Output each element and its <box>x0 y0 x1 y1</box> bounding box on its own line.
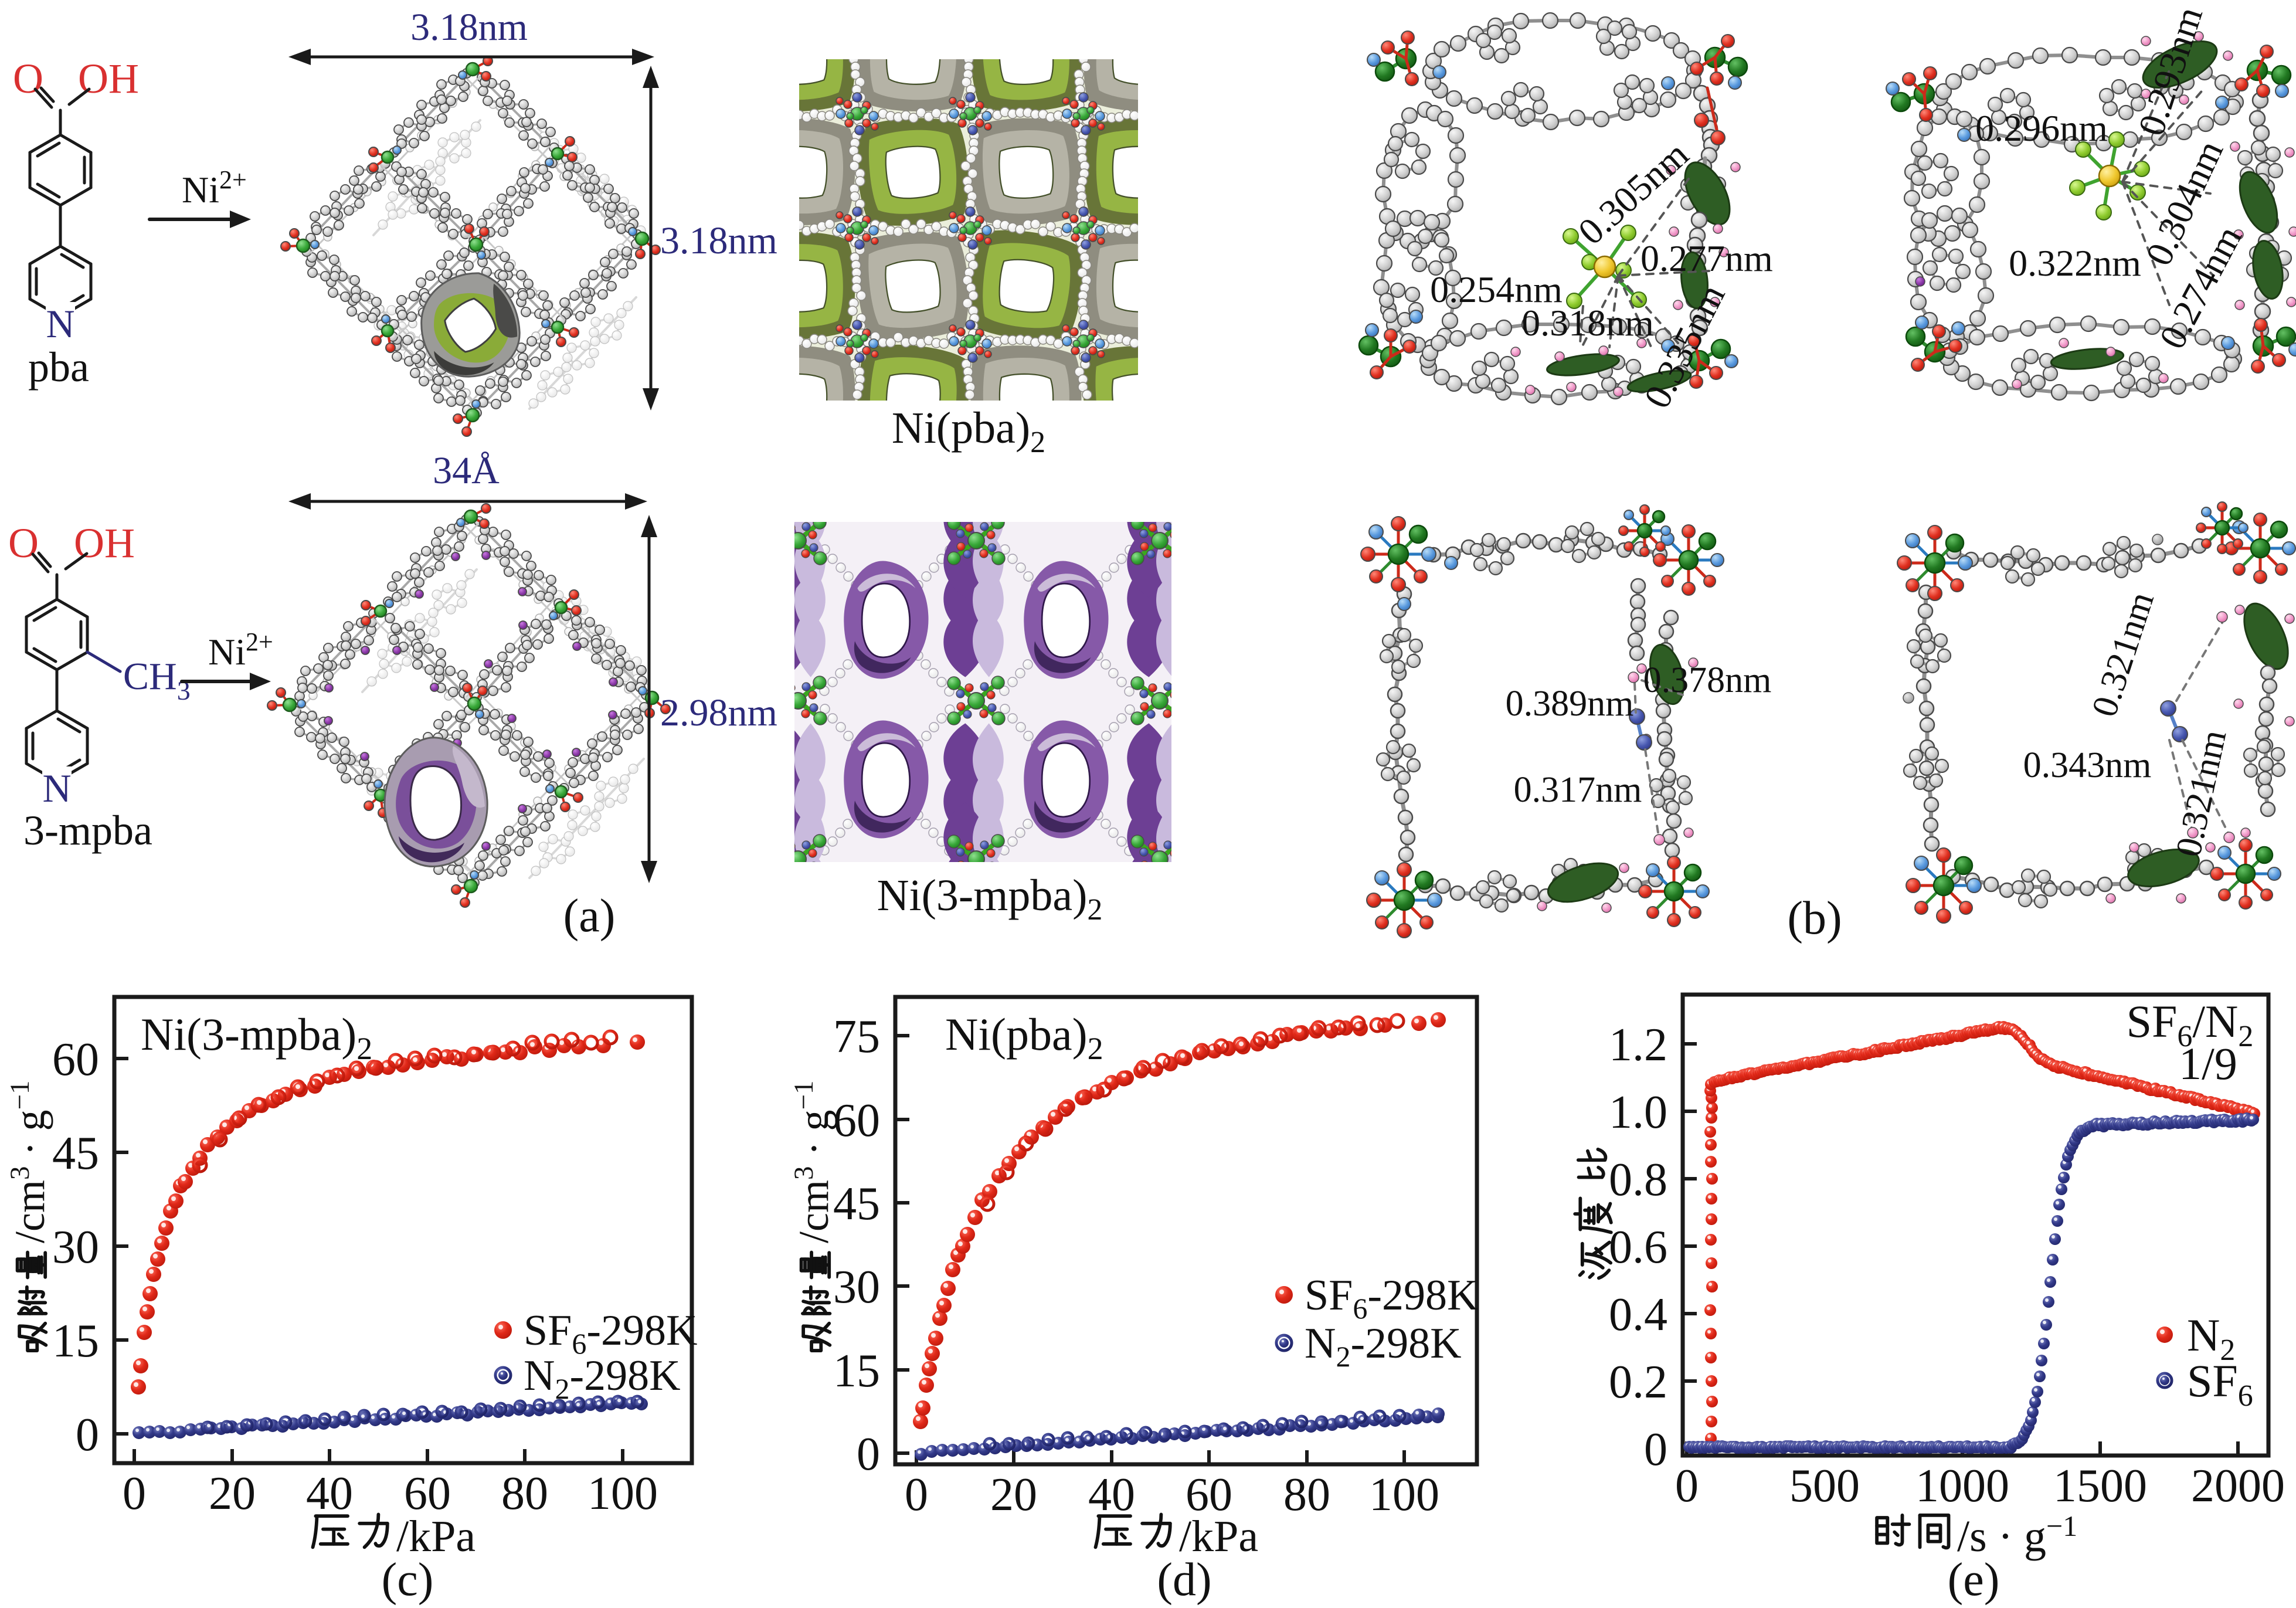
svg-text:60: 60 <box>52 1034 99 1085</box>
svg-text:3.18nm: 3.18nm <box>410 6 528 49</box>
svg-text:0.318nm: 0.318nm <box>1521 302 1654 344</box>
svg-text:100: 100 <box>1369 1469 1439 1521</box>
svg-text:100: 100 <box>587 1468 658 1519</box>
svg-text:40: 40 <box>306 1468 353 1519</box>
svg-text:80: 80 <box>501 1468 548 1519</box>
svg-text:0: 0 <box>905 1469 928 1521</box>
svg-text:Ni(3-mpba)2: Ni(3-mpba)2 <box>141 1009 372 1066</box>
svg-text:1.0: 1.0 <box>1609 1087 1667 1138</box>
svg-text:0.6: 0.6 <box>1609 1222 1667 1273</box>
svg-text:OH: OH <box>74 520 135 566</box>
svg-text:75: 75 <box>833 1011 880 1063</box>
svg-text:45: 45 <box>833 1178 880 1230</box>
svg-text:Ni(pba)2: Ni(pba)2 <box>892 403 1045 459</box>
svg-text:80: 80 <box>1283 1469 1330 1521</box>
svg-text:1.2: 1.2 <box>1609 1019 1667 1071</box>
svg-text:1/9: 1/9 <box>2179 1038 2237 1089</box>
svg-text:(d): (d) <box>1157 1554 1211 1605</box>
svg-text:500: 500 <box>1789 1460 1860 1512</box>
svg-text:0.2: 0.2 <box>1609 1356 1667 1408</box>
svg-text:Ni(3-mpba)2: Ni(3-mpba)2 <box>877 871 1103 927</box>
svg-text:O: O <box>8 520 39 566</box>
svg-text:30: 30 <box>52 1222 99 1273</box>
svg-text:0.4: 0.4 <box>1609 1289 1667 1341</box>
svg-text:2.98nm: 2.98nm <box>660 691 777 734</box>
svg-text:15: 15 <box>833 1345 880 1397</box>
svg-text:3.18nm: 3.18nm <box>660 219 777 262</box>
svg-text:20: 20 <box>990 1469 1037 1521</box>
svg-text:(a): (a) <box>563 890 616 942</box>
svg-text:34Å: 34Å <box>433 449 500 492</box>
svg-text:1000: 1000 <box>1915 1460 2009 1512</box>
svg-text:20: 20 <box>209 1468 256 1519</box>
svg-text:0.8: 0.8 <box>1609 1154 1667 1206</box>
svg-text:0: 0 <box>1644 1424 1667 1475</box>
svg-text:Ni(pba)2: Ni(pba)2 <box>945 1009 1103 1066</box>
svg-text:0.343nm: 0.343nm <box>2023 745 2152 785</box>
svg-text:(b): (b) <box>1787 893 1842 944</box>
svg-text:N: N <box>42 766 71 810</box>
svg-text:40: 40 <box>1088 1469 1135 1521</box>
svg-text:45: 45 <box>52 1128 99 1179</box>
svg-text:60: 60 <box>833 1095 880 1146</box>
svg-text:N2-298K: N2-298K <box>1305 1319 1462 1373</box>
svg-text:0.296nm: 0.296nm <box>1975 107 2108 149</box>
svg-text:0.317nm: 0.317nm <box>1514 770 1642 810</box>
svg-text:1500: 1500 <box>2053 1460 2147 1512</box>
svg-text:SF6-298K: SF6-298K <box>1305 1271 1478 1325</box>
svg-text:15: 15 <box>52 1315 99 1367</box>
svg-text:0: 0 <box>1675 1460 1699 1512</box>
svg-text:0: 0 <box>123 1468 146 1519</box>
svg-text:(e): (e) <box>1948 1554 2000 1605</box>
svg-text:0.277nm: 0.277nm <box>1641 238 1773 279</box>
svg-text:0.322nm: 0.322nm <box>2009 242 2141 284</box>
svg-text:0.389nm: 0.389nm <box>1506 684 1634 724</box>
svg-text:OH: OH <box>78 55 139 102</box>
svg-text:0: 0 <box>76 1409 99 1461</box>
svg-text:N: N <box>46 301 74 346</box>
svg-text:(c): (c) <box>382 1554 434 1605</box>
svg-text:30: 30 <box>833 1261 880 1313</box>
svg-text:2000: 2000 <box>2191 1460 2285 1512</box>
svg-text:0.378nm: 0.378nm <box>1643 660 1772 700</box>
svg-text:0: 0 <box>857 1429 880 1480</box>
svg-text:pba: pba <box>28 344 89 391</box>
svg-text:3-mpba: 3-mpba <box>23 807 152 854</box>
